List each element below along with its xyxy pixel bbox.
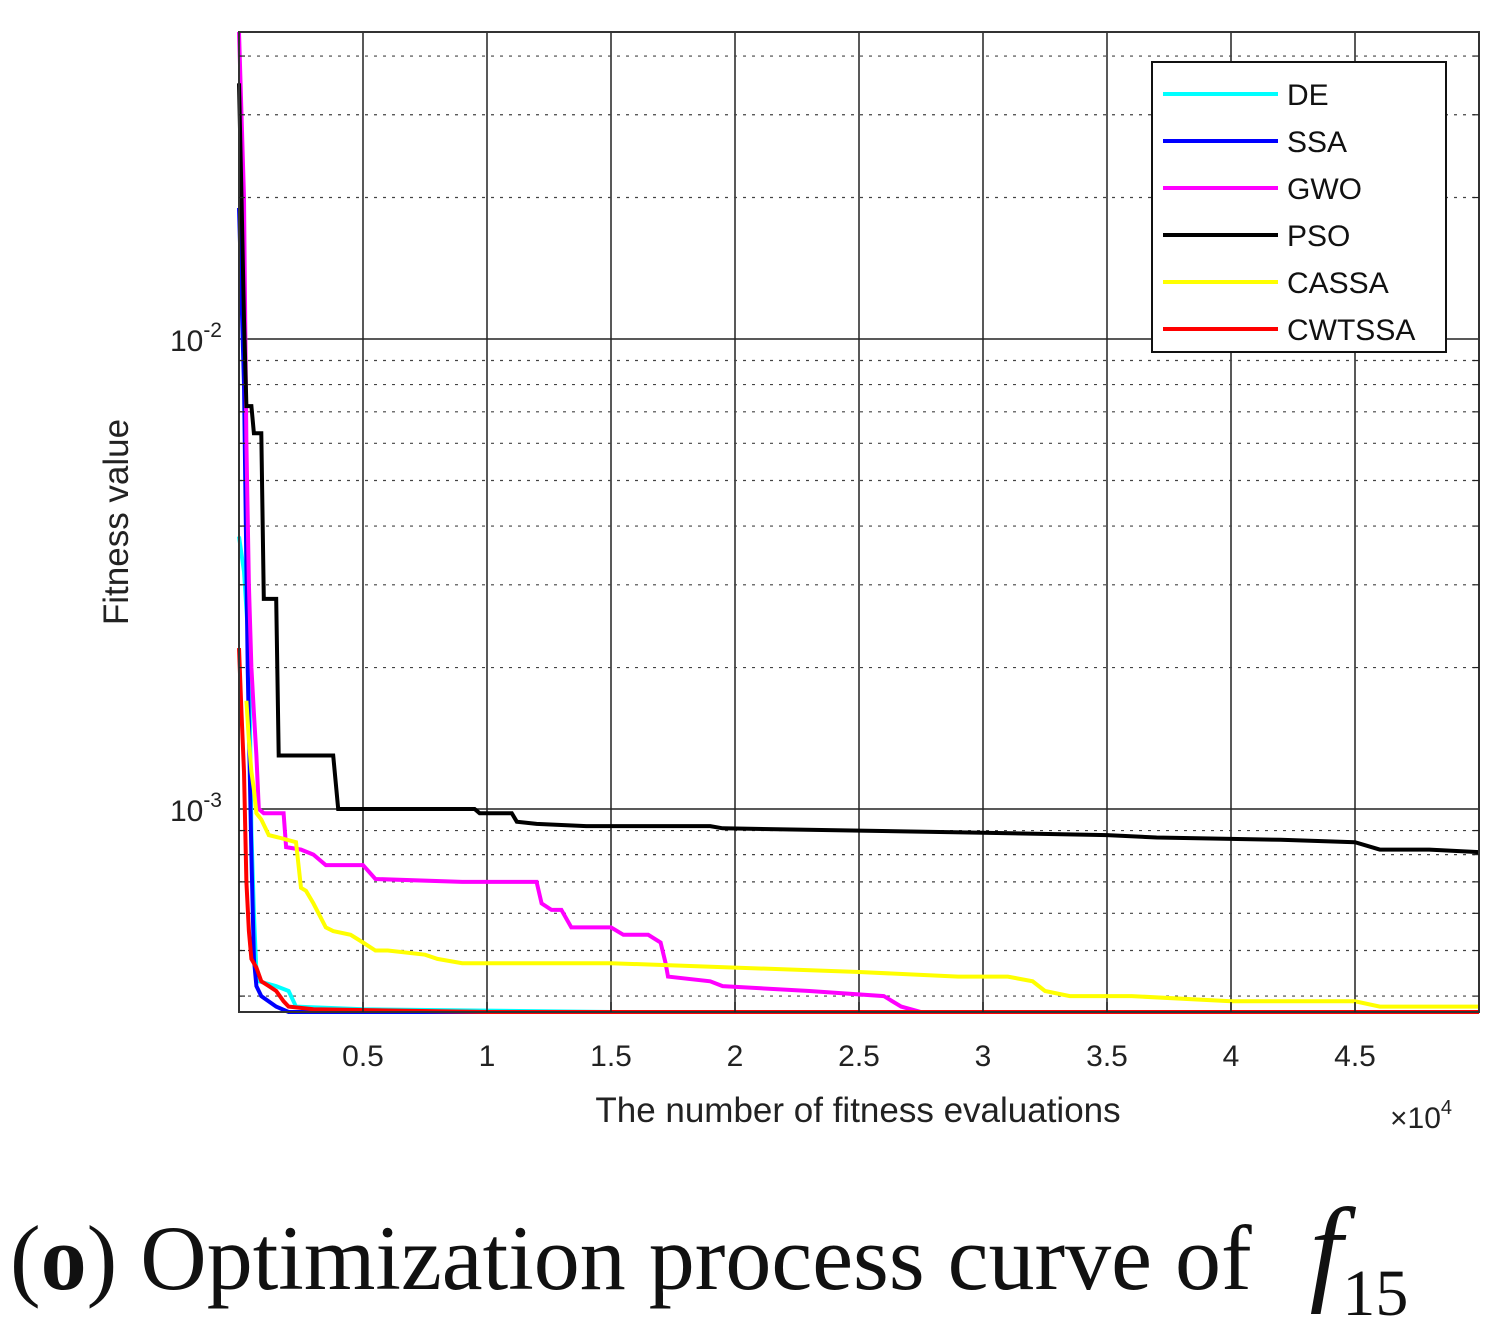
- x-tick-label: 2: [727, 1040, 744, 1073]
- series-line-cwtssa: [237, 648, 1479, 1014]
- legend: DE SSA GWO PSO CASSA CWTSSA: [1151, 61, 1447, 353]
- y-axis-label: Fitness value: [97, 419, 136, 625]
- caption-text: Optimization process curve of: [117, 1207, 1252, 1309]
- x-tick-label: 0.5: [342, 1040, 384, 1073]
- figure-caption: (o) Optimization process curve of f15: [10, 1182, 1500, 1332]
- series-line-cassa: [244, 700, 1479, 1009]
- series-line-gwo: [237, 31, 1479, 1014]
- y-tick-label: 10-3: [170, 789, 222, 828]
- x-tick-label: 1: [479, 1040, 496, 1073]
- y-ticks: 10-2 10-3: [170, 55, 1479, 997]
- caption-subscript: 15: [1342, 1257, 1409, 1330]
- caption-symbol: f: [1309, 1184, 1343, 1315]
- legend-label-cassa: CASSA: [1287, 267, 1389, 300]
- x-tick-label: 3: [975, 1040, 992, 1073]
- legend-label-gwo: GWO: [1287, 173, 1362, 206]
- x-ticks: 0.5 1 1.5 2 2.5 3 3.5 4 4.5: [342, 1002, 1376, 1073]
- x-tick-label: 3.5: [1086, 1040, 1128, 1073]
- x-tick-label: 4: [1223, 1040, 1240, 1073]
- legend-label-pso: PSO: [1287, 220, 1350, 253]
- series-line-pso: [237, 83, 1480, 855]
- legend-box: [1151, 61, 1447, 353]
- x-multiplier: ×104: [1390, 1097, 1452, 1135]
- x-tick-label: 4.5: [1334, 1040, 1376, 1073]
- legend-label-de: DE: [1287, 79, 1329, 112]
- legend-label-cwtssa: CWTSSA: [1287, 314, 1415, 347]
- x-tick-label: 2.5: [838, 1040, 880, 1073]
- legend-label-ssa: SSA: [1287, 126, 1347, 159]
- plot-lines: [237, 31, 1480, 1014]
- x-tick-label: 1.5: [590, 1040, 632, 1073]
- chart: 0.5 1 1.5 2 2.5 3 3.5 4 4.5 10-2 10-3 The number …: [97, 31, 1480, 1135]
- x-axis-label: The number of fitness evaluations: [595, 1091, 1120, 1130]
- caption-label: (o): [10, 1207, 118, 1309]
- y-tick-label: 10-2: [170, 319, 222, 358]
- series-line-ssa: [237, 207, 1479, 1014]
